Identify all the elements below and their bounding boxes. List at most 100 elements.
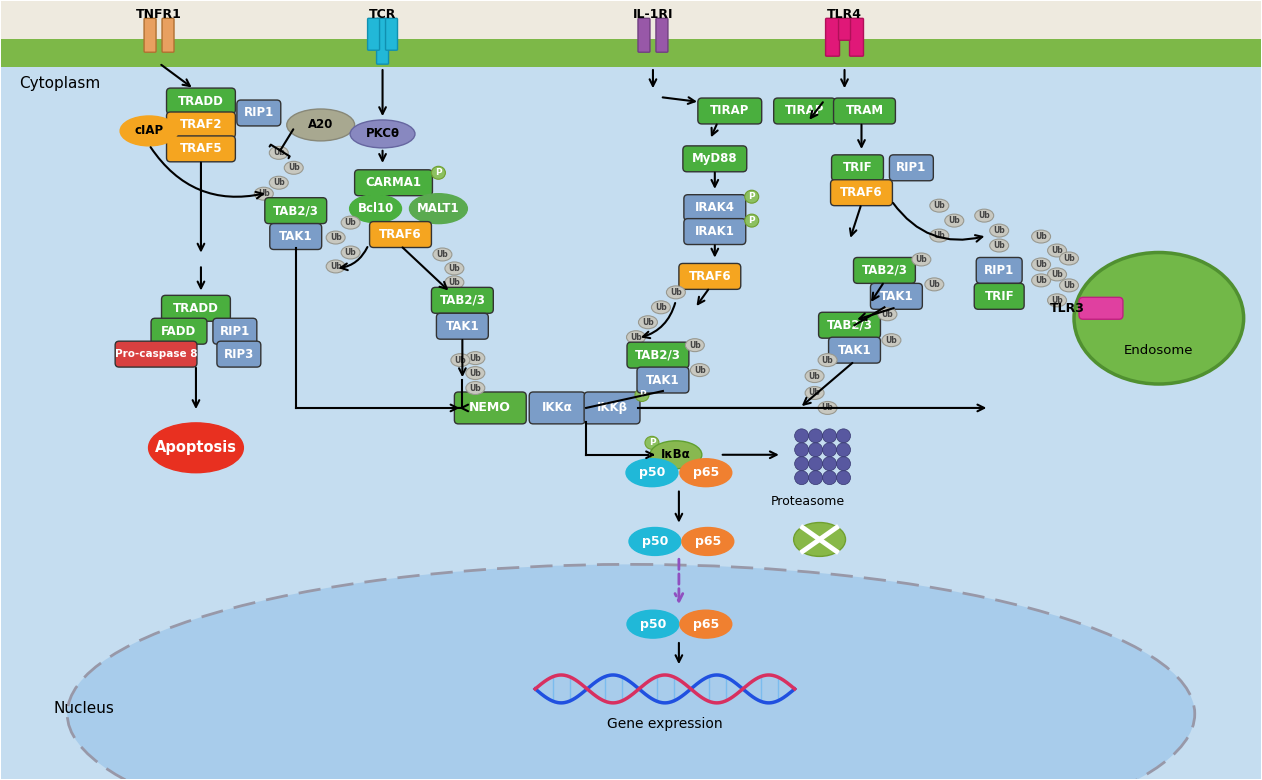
Ellipse shape [974,209,993,222]
Text: Ub: Ub [689,341,700,349]
FancyBboxPatch shape [679,264,741,289]
Text: Ub: Ub [469,384,481,392]
Text: Ub: Ub [345,248,356,257]
Text: TRAF6: TRAF6 [840,186,883,199]
Text: IKKβ: IKKβ [597,402,627,414]
Ellipse shape [120,116,178,146]
FancyBboxPatch shape [830,179,892,206]
Text: Ub: Ub [694,366,705,374]
Text: TRAM: TRAM [846,105,883,118]
Ellipse shape [445,276,464,289]
Text: TAK1: TAK1 [279,230,313,243]
Ellipse shape [912,253,931,266]
Ellipse shape [326,231,345,244]
Ellipse shape [626,459,678,487]
Bar [1,2,1261,39]
Text: TAK1: TAK1 [445,320,480,333]
FancyBboxPatch shape [162,296,231,321]
FancyBboxPatch shape [838,18,851,41]
Bar [1,39,1261,67]
FancyBboxPatch shape [684,195,746,221]
FancyBboxPatch shape [639,18,650,52]
Text: P: P [748,192,755,201]
Ellipse shape [1047,268,1066,281]
FancyBboxPatch shape [167,136,236,161]
Circle shape [809,443,823,457]
Text: TAK1: TAK1 [880,290,914,303]
Ellipse shape [745,190,758,203]
Text: FADD: FADD [162,324,197,338]
Text: Ub: Ub [929,280,940,289]
Ellipse shape [466,381,485,395]
Ellipse shape [680,610,732,638]
FancyBboxPatch shape [637,367,689,393]
Ellipse shape [451,353,469,367]
Ellipse shape [1047,244,1066,257]
Circle shape [823,443,837,457]
Ellipse shape [269,176,288,190]
FancyBboxPatch shape [829,337,881,363]
Text: Ub: Ub [993,226,1005,235]
Ellipse shape [1047,294,1066,307]
Text: RIP1: RIP1 [896,161,926,174]
Circle shape [795,470,809,484]
Text: P: P [639,391,645,399]
Text: Ub: Ub [345,218,356,227]
Text: Bcl10: Bcl10 [357,202,394,215]
Text: TCR: TCR [369,8,396,21]
FancyBboxPatch shape [683,146,747,172]
Circle shape [837,470,851,484]
FancyBboxPatch shape [167,88,236,114]
FancyBboxPatch shape [151,318,207,344]
Text: Ub: Ub [809,388,820,398]
Text: Nucleus: Nucleus [53,701,114,716]
FancyBboxPatch shape [376,18,389,64]
Ellipse shape [433,248,452,261]
FancyBboxPatch shape [270,224,322,250]
Circle shape [837,429,851,443]
Text: TIRAP: TIRAP [711,105,750,118]
Text: Ub: Ub [822,356,833,364]
Text: TRIF: TRIF [984,290,1013,303]
Ellipse shape [681,527,733,555]
Text: Ub: Ub [1051,246,1063,255]
FancyBboxPatch shape [432,287,493,314]
Text: p65: p65 [693,618,719,631]
Ellipse shape [350,195,401,222]
Text: Ub: Ub [809,371,820,381]
Text: Ub: Ub [1035,232,1047,241]
Text: Cytoplasm: Cytoplasm [19,76,101,90]
FancyBboxPatch shape [367,18,380,50]
FancyBboxPatch shape [167,112,236,138]
Ellipse shape [745,215,758,227]
Circle shape [795,429,809,443]
Text: TRADD: TRADD [173,302,218,315]
FancyBboxPatch shape [774,98,835,124]
FancyBboxPatch shape [584,392,640,424]
Text: Ub: Ub [329,233,342,242]
Ellipse shape [1060,279,1079,292]
FancyBboxPatch shape [529,392,586,424]
Ellipse shape [149,423,244,473]
Text: Ub: Ub [288,163,299,172]
Ellipse shape [627,610,679,638]
FancyBboxPatch shape [974,283,1025,310]
Text: p65: p65 [693,466,719,479]
Ellipse shape [925,278,944,291]
Text: MALT1: MALT1 [418,202,459,215]
Text: Apoptosis: Apoptosis [155,440,237,456]
Ellipse shape [269,147,288,159]
Text: TRAF6: TRAF6 [379,228,422,241]
FancyBboxPatch shape [162,18,174,52]
Circle shape [837,457,851,470]
Ellipse shape [1031,230,1050,243]
Text: p50: p50 [639,466,665,479]
FancyBboxPatch shape [849,18,863,56]
Circle shape [809,457,823,470]
Text: p50: p50 [642,535,668,548]
Text: TAB2/3: TAB2/3 [827,319,872,332]
Circle shape [837,443,851,457]
FancyArrowPatch shape [893,203,982,242]
Ellipse shape [882,334,901,346]
Text: Ub: Ub [273,148,285,158]
